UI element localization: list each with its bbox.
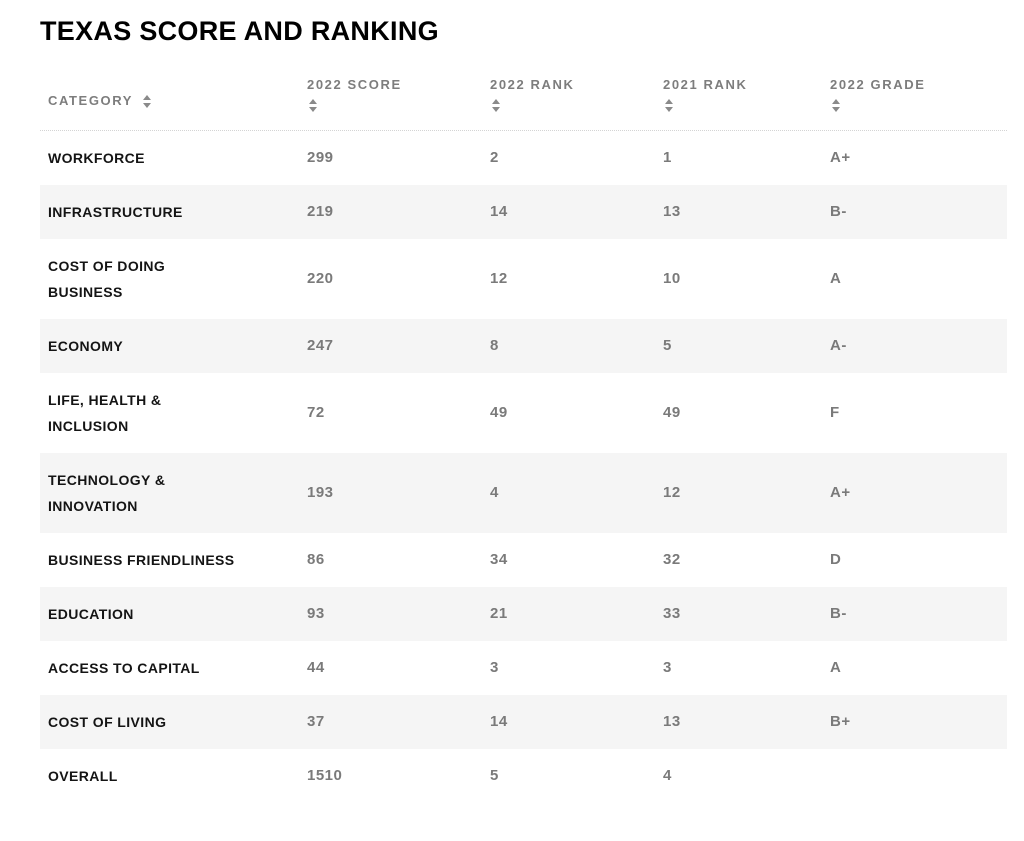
- cell-2022-score: 219: [307, 203, 334, 220]
- table-row: INFRASTRUCTURE 219 14 13 B-: [40, 185, 1007, 239]
- cell-category: COST OF DOING BUSINESS: [48, 258, 166, 300]
- cell-2022-rank: 4: [490, 484, 499, 501]
- table-body: WORKFORCE 299 2 1 A+ INFRASTRUCTURE 219 …: [40, 131, 1007, 803]
- cell-category: ACCESS TO CAPITAL: [48, 660, 200, 676]
- cell-2021-rank: 10: [663, 270, 681, 287]
- cell-2022-rank: 3: [490, 659, 499, 676]
- cell-category: INFRASTRUCTURE: [48, 204, 183, 220]
- cell-2022-rank: 21: [490, 605, 508, 622]
- cell-category: COST OF LIVING: [48, 714, 167, 730]
- cell-2022-score: 1510: [307, 767, 343, 784]
- sort-desc-icon: [665, 107, 673, 112]
- cell-2022-score: 93: [307, 605, 325, 622]
- column-header-2022-score[interactable]: 2022 SCORE: [299, 77, 482, 112]
- sort-asc-icon: [143, 94, 152, 100]
- sort-asc-icon: [309, 99, 317, 104]
- table-row: LIFE, HEALTH & INCLUSION 72 49 49 F: [40, 373, 1007, 453]
- cell-2022-rank: 14: [490, 713, 508, 730]
- cell-2022-score: 44: [307, 659, 325, 676]
- cell-2022-rank: 2: [490, 149, 499, 166]
- table-row: ACCESS TO CAPITAL 44 3 3 A: [40, 641, 1007, 695]
- table-row: TECHNOLOGY & INNOVATION 193 4 12 A+: [40, 453, 1007, 533]
- sort-desc-icon: [309, 107, 317, 112]
- cell-category: EDUCATION: [48, 606, 134, 622]
- cell-2021-rank: 13: [663, 713, 681, 730]
- cell-2021-rank: 13: [663, 203, 681, 220]
- table-row: EDUCATION 93 21 33 B-: [40, 587, 1007, 641]
- cell-2022-grade: A+: [830, 484, 851, 501]
- table-header-row: CATEGORY 2022 SCORE 2022 RANK: [40, 47, 1007, 131]
- column-header-label: 2022 SCORE: [307, 77, 402, 92]
- cell-2022-rank: 49: [490, 404, 508, 421]
- cell-2022-rank: 34: [490, 551, 508, 568]
- cell-2022-score: 220: [307, 270, 334, 287]
- column-header-2022-rank[interactable]: 2022 RANK: [482, 77, 655, 112]
- sort-icon: [832, 99, 840, 112]
- sort-icon: [143, 94, 152, 108]
- sort-icon: [309, 99, 317, 112]
- cell-2021-rank: 12: [663, 484, 681, 501]
- table-row: ECONOMY 247 8 5 A-: [40, 319, 1007, 373]
- cell-category: LIFE, HEALTH & INCLUSION: [48, 392, 162, 434]
- cell-2022-score: 37: [307, 713, 325, 730]
- cell-2021-rank: 33: [663, 605, 681, 622]
- cell-2022-grade: B-: [830, 203, 847, 220]
- table-row: COST OF LIVING 37 14 13 B+: [40, 695, 1007, 749]
- cell-2022-score: 299: [307, 149, 334, 166]
- cell-2022-grade: A: [830, 270, 842, 287]
- cell-2022-score: 247: [307, 337, 334, 354]
- column-header-2021-rank[interactable]: 2021 RANK: [655, 77, 822, 112]
- table-row: WORKFORCE 299 2 1 A+: [40, 131, 1007, 185]
- cell-2022-grade: A: [830, 659, 842, 676]
- sort-asc-icon: [665, 99, 673, 104]
- cell-category: TECHNOLOGY & INNOVATION: [48, 472, 166, 514]
- cell-category: BUSINESS FRIENDLINESS: [48, 552, 235, 568]
- cell-2022-grade: A+: [830, 149, 851, 166]
- page-title: TEXAS SCORE AND RANKING: [40, 16, 439, 46]
- cell-category: OVERALL: [48, 768, 118, 784]
- cell-2021-rank: 4: [663, 767, 672, 784]
- cell-2022-rank: 5: [490, 767, 499, 784]
- column-header-label: CATEGORY: [48, 92, 134, 108]
- cell-2022-grade: D: [830, 551, 842, 568]
- cell-category: WORKFORCE: [48, 150, 145, 166]
- cell-2022-score: 72: [307, 404, 325, 421]
- column-header-label: 2022 GRADE: [830, 77, 926, 92]
- sort-icon: [492, 99, 500, 112]
- cell-2021-rank: 32: [663, 551, 681, 568]
- column-header-label: 2021 RANK: [663, 77, 748, 92]
- ranking-table: CATEGORY 2022 SCORE 2022 RANK: [40, 47, 1007, 803]
- column-header-label: 2022 RANK: [490, 77, 575, 92]
- cell-2022-grade: B+: [830, 713, 851, 730]
- sort-desc-icon: [832, 107, 840, 112]
- table-row: BUSINESS FRIENDLINESS 86 34 32 D: [40, 533, 1007, 587]
- sort-desc-icon: [492, 107, 500, 112]
- cell-2022-rank: 12: [490, 270, 508, 287]
- cell-2021-rank: 49: [663, 404, 681, 421]
- cell-category: ECONOMY: [48, 338, 124, 354]
- sort-asc-icon: [492, 99, 500, 104]
- cell-2022-score: 86: [307, 551, 325, 568]
- cell-2021-rank: 1: [663, 149, 672, 166]
- column-header-category[interactable]: CATEGORY: [40, 88, 299, 112]
- cell-2022-grade: F: [830, 404, 840, 421]
- cell-2022-rank: 8: [490, 337, 499, 354]
- cell-2022-rank: 14: [490, 203, 508, 220]
- cell-2022-score: 193: [307, 484, 334, 501]
- sort-desc-icon: [143, 102, 152, 108]
- table-row: COST OF DOING BUSINESS 220 12 10 A: [40, 239, 1007, 319]
- texas-score-section: TEXAS SCORE AND RANKING CATEGORY 2022 SC…: [40, 16, 1007, 803]
- sort-asc-icon: [832, 99, 840, 104]
- sort-icon: [665, 99, 673, 112]
- cell-2022-grade: [822, 749, 1007, 803]
- cell-2021-rank: 3: [663, 659, 672, 676]
- cell-2022-grade: B-: [830, 605, 847, 622]
- table-row: OVERALL 1510 5 4: [40, 749, 1007, 803]
- column-header-2022-grade[interactable]: 2022 GRADE: [822, 77, 1007, 112]
- cell-2021-rank: 5: [663, 337, 672, 354]
- cell-2022-grade: A-: [830, 337, 847, 354]
